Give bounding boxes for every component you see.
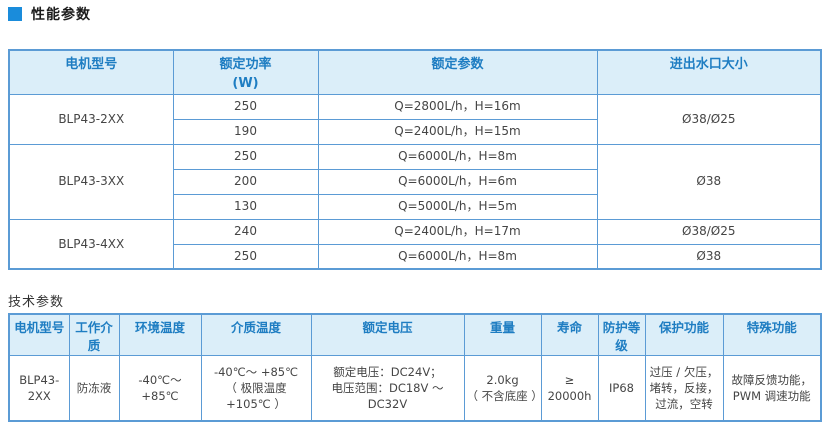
section-technical-title: 技术参数 (8, 295, 65, 311)
cell-params: Q=5000L/h，H=5m (317, 193, 598, 220)
cell-model: BLP43-3XX (8, 143, 174, 220)
cell-model: BLP43-4XX (8, 218, 174, 270)
table-row: 250 Q=6000L/h，H=8m Ø38 (9, 243, 822, 270)
cell-power: 240 (172, 218, 319, 245)
col-header-protection-functions: 保护功能 (644, 313, 724, 357)
cell-power: 250 (172, 243, 319, 270)
table-row: BLP43-3XX 250 Q=6000L/h，H=8m Ø38 (8, 143, 822, 220)
cell-weight: 2.0kg （ 不含底座 ） (463, 355, 542, 422)
cell-power: 130 (172, 193, 319, 220)
cell-lifespan: ≥ 20000h (540, 355, 599, 422)
cell-protection-functions: 过压 / 欠压， 堵转，反接， 过流，空转 (644, 355, 724, 422)
cell-medium-temp: -40℃～ +85℃ （ 极限温度+105℃ ） (200, 355, 312, 422)
table-row: 190 Q=2400L/h，H=15m (9, 118, 821, 145)
col-header-rated-params: 额定参数 (317, 49, 598, 95)
cell-model: BLP43-2XX (8, 355, 70, 422)
page-title: 性能参数 (31, 7, 91, 23)
cell-power: 190 (172, 118, 319, 145)
col-header-motor-model: 电机型号 (8, 313, 70, 357)
performance-header-row: 电机型号 额定功率 (W) 额定参数 进出水口大小 (8, 49, 822, 95)
cell-power: 200 (172, 168, 319, 195)
cell-params: Q=6000L/h，H=6m (317, 168, 598, 195)
cell-power: 250 (172, 93, 319, 120)
cell-params: Q=6000L/h，H=8m (317, 243, 598, 270)
cell-power: 250 (172, 143, 319, 170)
blue-square-bullet-icon (8, 7, 22, 21)
section-performance-title: 性能参数 (8, 6, 820, 23)
table-row: BLP43-2XX 250 Q=2800L/h，H=16m Ø38/Ø25 (8, 93, 822, 145)
cell-special-functions: 故障反馈功能， PWM 调速功能 (722, 355, 822, 422)
col-header-weight: 重量 (463, 313, 542, 357)
table-row: BLP43-4XX 240 Q=2400L/h，H=17m Ø38/Ø25 (8, 218, 822, 270)
table-row: 130 Q=5000L/h，H=5m (9, 193, 821, 220)
col-header-special-functions: 特殊功能 (722, 313, 822, 357)
cell-params: Q=2800L/h，H=16m (317, 93, 598, 120)
cell-rated-voltage: 额定电压：DC24V； 电压范围：DC18V ～ DC32V (310, 355, 465, 422)
col-header-protection-rating: 防护等级 (597, 313, 646, 357)
performance-table: 电机型号 额定功率 (W) 额定参数 进出水口大小 BLP43-2XX 250 … (8, 49, 822, 271)
cell-working-medium: 防冻液 (68, 355, 120, 422)
cell-params: Q=6000L/h，H=8m (317, 143, 598, 170)
col-header-port-size: 进出水口大小 (596, 49, 822, 95)
cell-model: BLP43-2XX (8, 93, 174, 145)
cell-port: Ø38/Ø25 (596, 218, 822, 245)
col-header-rated-power: 额定功率 (W) (172, 49, 319, 95)
cell-ambient-temp: -40℃～ +85℃ (118, 355, 202, 422)
col-header-lifespan: 寿命 (540, 313, 599, 357)
col-header-working-medium: 工作介质 (68, 313, 120, 357)
cell-params: Q=2400L/h，H=17m (317, 218, 598, 245)
col-header-ambient-temp: 环境温度 (118, 313, 202, 357)
technical-table: 电机型号 工作介质 环境温度 介质温度 额定电压 重量 寿命 防护等级 保护功能… (8, 313, 822, 422)
table-row: BLP43-2XX 防冻液 -40℃～ +85℃ -40℃～ +85℃ （ 极限… (8, 355, 822, 422)
col-header-rated-voltage: 额定电压 (310, 313, 465, 357)
cell-port: Ø38/Ø25 (596, 93, 822, 145)
technical-header-row: 电机型号 工作介质 环境温度 介质温度 额定电压 重量 寿命 防护等级 保护功能… (8, 313, 822, 357)
cell-protection-rating: IP68 (597, 355, 646, 422)
cell-params: Q=2400L/h，H=15m (317, 118, 598, 145)
cell-port: Ø38 (596, 143, 822, 220)
col-header-medium-temp: 介质温度 (200, 313, 312, 357)
cell-port: Ø38 (596, 243, 822, 270)
col-header-motor-model: 电机型号 (8, 49, 174, 95)
